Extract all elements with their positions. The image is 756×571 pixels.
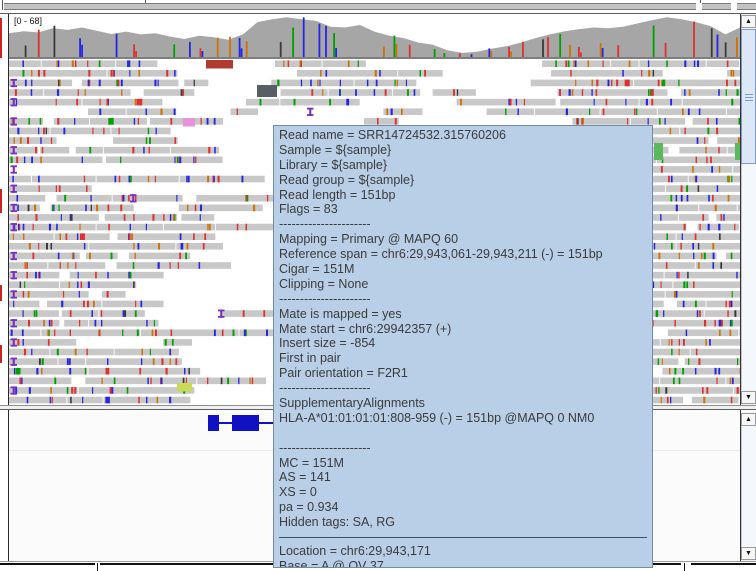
popup-line: First in pair: [279, 351, 341, 366]
track-name-gutter: [0, 410, 9, 561]
scrollbar-track[interactable]: [741, 426, 756, 547]
gutter-mark: [0, 345, 2, 363]
popup-line: Mapping = Primary @ MAPQ 60: [279, 232, 459, 247]
popup-line: Base = A @ QV 37: [279, 558, 384, 568]
scroll-up-icon: ▲: [745, 416, 752, 423]
popup-line: ----------------------: [279, 440, 371, 455]
panel-top-border: [691, 563, 756, 565]
scroll-down-button[interactable]: ▼: [741, 547, 756, 560]
popup-line: SupplementaryAlignments: [279, 396, 425, 411]
scroll-down-icon: ▼: [745, 394, 752, 401]
popup-line: [279, 426, 647, 441]
panel-top-border: [0, 563, 95, 565]
alignment-scrollbar[interactable]: ▲ ▼: [741, 14, 756, 405]
popup-line: Cigar = 151M: [279, 262, 355, 277]
scrollbar-thumb[interactable]: [741, 29, 756, 164]
popup-line: Pair orientation = F2R1: [279, 366, 408, 381]
thumb-grip: [745, 97, 753, 98]
popup-line: ----------------------: [279, 291, 371, 306]
panel-divider-tick: [2, 0, 3, 10]
popup-line: Read group = ${sample}: [279, 172, 415, 187]
panel-border: [740, 410, 741, 561]
coverage-track-border: [9, 57, 740, 59]
popup-line: pa = 0.934: [279, 500, 339, 515]
read-popup-body: Read name = SRR14724532.315760206 Sample …: [279, 128, 647, 568]
popup-divider-line: [279, 537, 647, 539]
popup-line: XS = 0: [279, 485, 317, 500]
gene-scrollbar[interactable]: ▲ ▼: [741, 412, 756, 561]
scroll-up-button[interactable]: ▲: [741, 15, 756, 28]
popup-line: Reference span = chr6:29,943,061-29,943,…: [279, 247, 603, 262]
thumb-grip: [745, 100, 753, 101]
popup-line: Mate is mapped = yes: [279, 306, 402, 321]
horizontal-splitter[interactable]: [4, 3, 696, 10]
track-name-gutter: [0, 14, 9, 405]
popup-line: ----------------------: [279, 381, 371, 396]
gutter-mark: [0, 285, 2, 301]
popup-line: MC = 151M: [279, 455, 344, 470]
gene-exon-2[interactable]: [232, 415, 259, 431]
popup-line: Location = chr6:29,943,171: [279, 544, 431, 559]
scroll-up-icon: ▲: [745, 18, 752, 25]
panel-border: [740, 14, 741, 405]
gutter-mark: [0, 18, 2, 58]
scroll-down-button[interactable]: ▼: [741, 391, 756, 404]
read-details-popup: Read name = SRR14724532.315760206 Sample …: [273, 125, 653, 568]
coverage-range-label: [0 - 68]: [14, 16, 43, 26]
panel-divider-tick: [97, 563, 98, 571]
panel-divider-tick: [145, 0, 146, 3]
horizontal-splitter-segment[interactable]: [737, 3, 756, 10]
scroll-down-icon: ▼: [745, 550, 752, 557]
horizontal-splitter-segment[interactable]: [702, 3, 731, 10]
popup-line: HLA-A*01:01:01:01:808-959 (-) = 151bp @M…: [279, 410, 595, 425]
popup-line: Read length = 151bp: [279, 187, 396, 202]
thumb-grip: [745, 94, 753, 95]
panel-divider-tick: [684, 563, 685, 571]
gutter-mark: [0, 189, 2, 213]
gene-exon-1[interactable]: [208, 415, 219, 431]
popup-line: Library = ${sample}: [279, 157, 388, 172]
scroll-up-button[interactable]: ▲: [741, 413, 756, 426]
popup-line: ----------------------: [279, 217, 371, 232]
popup-line: AS = 141: [279, 470, 331, 485]
coverage-track[interactable]: [9, 16, 740, 58]
popup-line: Mate start = chr6:29942357 (+): [279, 321, 452, 336]
popup-line: Read name = SRR14724532.315760206: [279, 128, 506, 142]
popup-line: Hidden tags: SA, RG: [279, 515, 396, 530]
upper-panel-edge: [0, 0, 756, 13]
popup-line: Flags = 83: [279, 202, 338, 217]
popup-line: Insert size = -854: [279, 336, 376, 351]
popup-line: Sample = ${sample}: [279, 142, 392, 157]
panel-divider-tick: [700, 0, 701, 3]
popup-line: Clipping = None: [279, 276, 369, 291]
